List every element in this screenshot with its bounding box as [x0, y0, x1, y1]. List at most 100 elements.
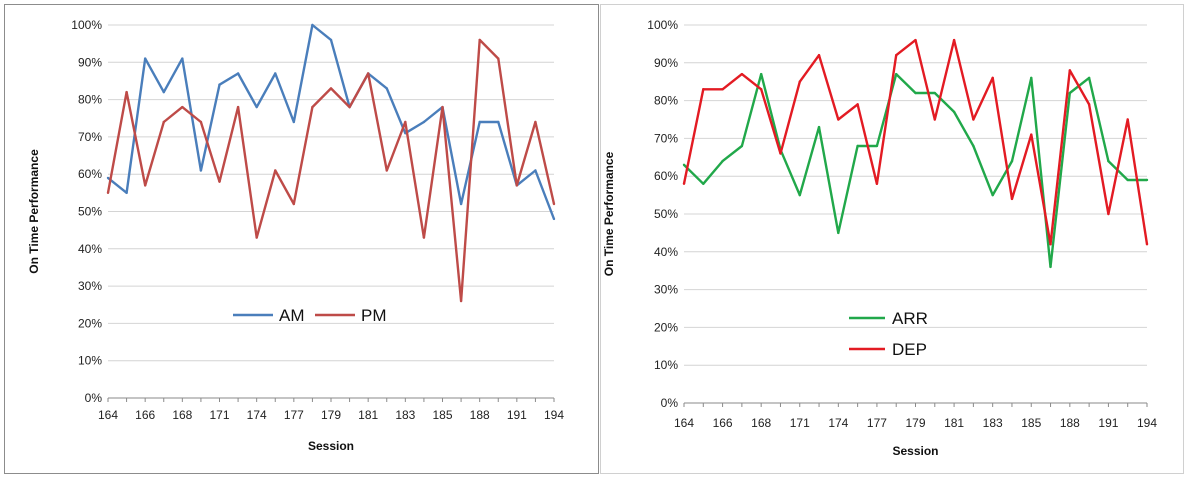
data-point-am [292, 120, 296, 124]
data-point-pm [385, 169, 388, 172]
data-point-arr [740, 144, 744, 148]
data-point-dep [1087, 103, 1091, 106]
data-point-arr [1107, 159, 1110, 163]
chart-panel-right: 0% 10% 20% 30% 40% 50% 60% 70% 80% 90% 100% 164 166 1… [600, 4, 1184, 474]
chart-left: 0% 10% 20% 30% 40% 50% 60% 70% 80% 90% 100% 164 166 1… [27, 18, 564, 453]
data-point-pm [404, 120, 407, 124]
data-point-arr [1145, 178, 1149, 182]
x-tick-label: 164 [98, 408, 118, 422]
data-point-dep [817, 54, 821, 57]
data-point-am [497, 120, 500, 124]
data-point-arr [721, 159, 724, 163]
y-tick-label: 100% [71, 18, 102, 32]
x-tick-label: 171 [790, 416, 810, 430]
x-tick-label: 188 [470, 408, 490, 422]
y-tick-label: 30% [78, 279, 102, 293]
y-tick-label: 0% [85, 391, 103, 405]
y-tick-label: 40% [654, 245, 678, 259]
data-point-am [181, 57, 184, 60]
data-point-dep [1068, 69, 1072, 72]
legend-label-pm: PM [361, 306, 387, 325]
data-point-dep [759, 88, 763, 91]
data-point-dep [1145, 243, 1149, 246]
x-tick-label: 183 [983, 416, 1003, 430]
data-point-dep [702, 88, 705, 91]
y-tick-label: 80% [654, 94, 678, 108]
x-tick-label: 194 [1137, 416, 1157, 430]
data-point-pm [143, 184, 147, 187]
y-tick-label: 50% [78, 205, 102, 219]
x-tick-label: 166 [713, 416, 733, 430]
x-tick-label: 179 [321, 408, 341, 422]
data-point-arr [1068, 91, 1072, 95]
data-point-pm [274, 169, 277, 172]
data-point-arr [875, 144, 879, 148]
x-tick-label: 181 [358, 408, 378, 422]
data-point-arr [952, 110, 956, 114]
x-tick-label: 183 [395, 408, 415, 422]
data-point-dep [914, 38, 917, 42]
data-point-dep [837, 118, 840, 121]
data-point-am [478, 120, 481, 124]
data-point-arr [1087, 76, 1091, 80]
y-tick-label: 20% [654, 320, 678, 334]
data-point-am [385, 87, 388, 90]
data-point-am [422, 120, 426, 124]
data-point-pm [478, 38, 481, 42]
legend-label-dep: DEP [892, 340, 927, 359]
data-point-dep [991, 76, 994, 80]
y-tick-label: 30% [654, 283, 678, 297]
data-point-arr [798, 193, 801, 197]
data-point-dep [1010, 197, 1014, 201]
x-axis-title: Session [892, 444, 938, 458]
data-point-dep [952, 38, 956, 42]
y-tick-label: 50% [654, 207, 678, 221]
data-point-am [143, 57, 147, 60]
x-tick-label: 164 [674, 416, 694, 430]
data-point-dep [1107, 212, 1110, 216]
data-point-am [106, 176, 110, 180]
chart-panel-left: 0% 10% 20% 30% 40% 50% 60% 70% 80% 90% 100% 164 166 1… [4, 4, 599, 474]
series-line-am [107, 23, 556, 220]
data-point-dep [933, 118, 936, 121]
data-point-am [274, 72, 277, 75]
data-point-pm [348, 105, 351, 109]
y-tick-label: 10% [654, 358, 678, 372]
data-point-pm [366, 72, 370, 75]
y-tick-label: 40% [78, 242, 102, 256]
x-tick-label: 168 [172, 408, 192, 422]
data-point-pm [255, 236, 258, 239]
y-tick-label: 90% [78, 55, 102, 69]
y-tick-label: 20% [78, 316, 102, 330]
data-point-arr [972, 144, 975, 148]
y-axis-title: On Time Performance [602, 151, 616, 276]
data-point-dep [895, 54, 898, 57]
data-point-arr [702, 182, 705, 185]
data-point-dep [1049, 243, 1052, 246]
data-point-pm [236, 105, 240, 109]
data-point-dep [721, 88, 724, 91]
data-point-pm [459, 299, 463, 303]
x-tick-label: 174 [828, 416, 848, 430]
data-point-arr [914, 91, 917, 95]
legend-label-am: AM [279, 306, 305, 325]
data-point-pm [162, 120, 165, 124]
y-axis-title: On Time Performance [27, 149, 41, 274]
y-tick-label: 100% [647, 18, 678, 32]
y-tick-label: 60% [654, 169, 678, 183]
data-point-dep [875, 182, 879, 185]
x-tick-label: 179 [905, 416, 925, 430]
data-point-am [255, 105, 258, 109]
data-point-dep [779, 152, 782, 155]
y-tick-label: 10% [78, 354, 102, 368]
data-point-dep [856, 103, 859, 106]
data-point-dep [1030, 133, 1033, 136]
data-point-dep [740, 72, 744, 76]
y-tick-label: 60% [78, 167, 102, 181]
data-point-am [311, 23, 314, 27]
data-point-am [534, 169, 537, 172]
data-point-arr [759, 72, 763, 76]
data-point-am [162, 90, 165, 94]
x-tick-label: 171 [209, 408, 229, 422]
data-point-am [218, 83, 221, 86]
